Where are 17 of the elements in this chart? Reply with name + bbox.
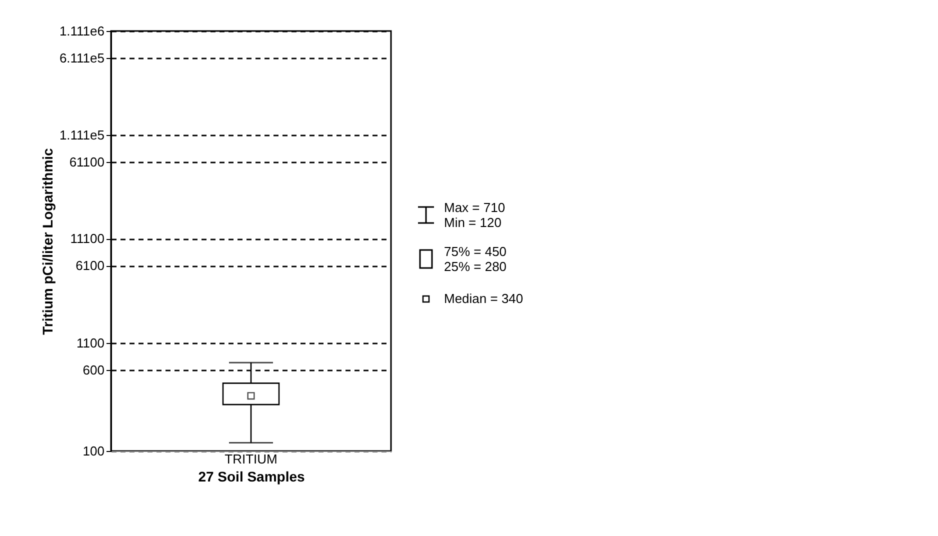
text: Median = 340: [444, 291, 524, 306]
y-tick-label: 600: [82, 362, 104, 378]
text: 75% = 450: [444, 244, 507, 258]
y-tick-label: 1100: [76, 335, 104, 350]
x-axis-title: 27 Soil Samples: [198, 468, 306, 484]
y-tick-label: 1.111e5: [59, 127, 104, 142]
y-tick-label: 100: [82, 444, 104, 458]
y-tick-label: 11100: [70, 231, 104, 246]
text: 25% = 280: [444, 258, 507, 274]
y-tick-label: 6100: [76, 258, 104, 274]
y-axis-title: Tritium pCi/liter Logarithmic: [39, 148, 56, 335]
y-tick-label: 61100: [69, 154, 104, 170]
x-tick-label: TRITIUM: [224, 452, 278, 466]
text: Max = 710: [444, 200, 506, 214]
y-tick-label: 6.111e5: [59, 50, 104, 66]
text: Min = 120: [444, 214, 502, 230]
y-tick-label: 1.111e6: [59, 24, 104, 38]
